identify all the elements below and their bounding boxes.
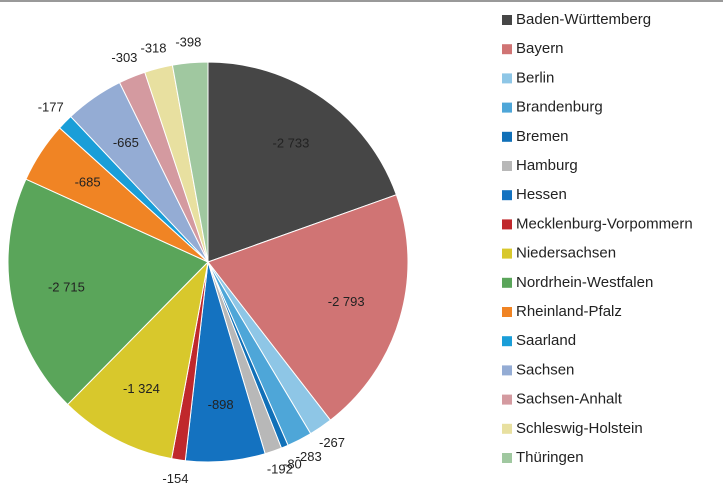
legend-swatch [502, 307, 512, 317]
legend-swatch [502, 365, 512, 376]
data-label: -2 793 [328, 294, 365, 309]
legend-swatch [502, 73, 512, 84]
legend-swatch [502, 131, 512, 142]
data-label: -665 [113, 135, 139, 150]
legend-swatch [502, 15, 512, 25]
legend-label: Nordrhein-Westfalen [516, 274, 653, 291]
data-label: -154 [162, 471, 188, 486]
pie-slice [66, 260, 209, 460]
data-label: -1 324 [123, 381, 160, 396]
legend-label: Brandenburg [516, 99, 603, 116]
data-label: -80 [283, 457, 302, 472]
legend-label: Sachsen-Anhalt [516, 391, 623, 408]
pie-slice [207, 194, 409, 421]
legend-label: Rheinland-Pfalz [516, 303, 622, 320]
legend-label: Baden-Württemberg [516, 11, 651, 28]
legend-label: Thüringen [516, 449, 584, 466]
legend-label: Bayern [516, 40, 564, 57]
legend-swatch [502, 102, 512, 113]
legend-label: Bremen [516, 128, 569, 145]
data-label: -2 715 [48, 280, 85, 295]
data-label: -318 [141, 40, 167, 55]
data-label: -267 [319, 435, 345, 450]
legend-label: Hamburg [516, 157, 578, 174]
data-label: -898 [208, 397, 234, 412]
pie-slice [207, 61, 397, 263]
legend-swatch [502, 423, 512, 434]
legend-swatch [502, 277, 512, 288]
legend-label: Schleswig-Holstein [516, 420, 643, 437]
legend-label: Mecklenburg-Vorpommern [516, 215, 693, 232]
legend-swatch [502, 453, 512, 463]
data-label: -177 [38, 100, 64, 115]
data-label: -2 733 [273, 136, 310, 151]
legend-label: Sachsen [516, 361, 574, 378]
legend-swatch [502, 336, 512, 347]
data-label: -685 [75, 174, 101, 189]
legend-label: Niedersachsen [516, 245, 616, 262]
legend-swatch [502, 219, 512, 230]
data-label: -283 [296, 449, 322, 464]
legend-swatch [502, 394, 512, 405]
legend-swatch [502, 248, 512, 259]
legend-swatch [502, 44, 512, 55]
legend-swatch [502, 161, 512, 171]
legend-swatch [502, 190, 512, 201]
data-label: -192 [267, 461, 293, 476]
legend-label: Hessen [516, 186, 567, 203]
pie-slice [7, 178, 209, 406]
legend-label: Berlin [516, 69, 554, 86]
data-label: -398 [175, 34, 201, 49]
legend-label: Saarland [516, 332, 576, 349]
pie-slice [171, 61, 209, 263]
data-label: -303 [111, 50, 137, 65]
